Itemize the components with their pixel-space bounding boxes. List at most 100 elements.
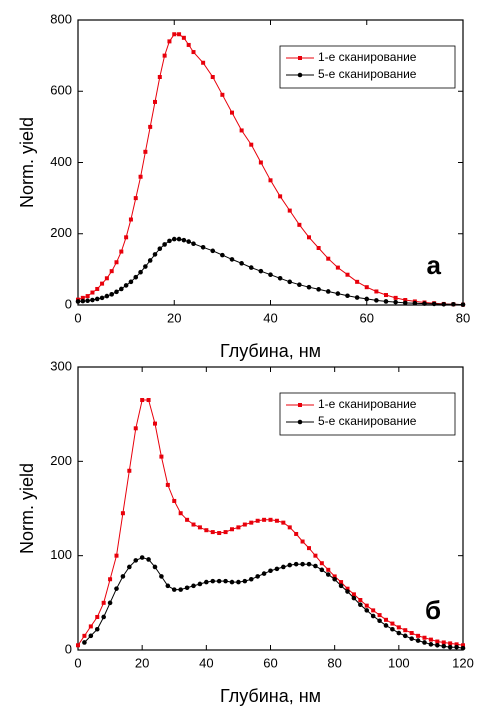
point — [364, 285, 369, 290]
point — [104, 276, 109, 281]
point — [152, 252, 158, 257]
point — [409, 631, 414, 636]
point — [313, 553, 318, 558]
point — [358, 598, 363, 603]
point — [165, 583, 171, 589]
point — [268, 568, 273, 574]
point — [119, 249, 124, 254]
point — [249, 520, 254, 525]
point — [338, 583, 344, 589]
point — [258, 160, 263, 165]
point — [393, 299, 398, 305]
point — [447, 644, 453, 650]
series-line — [77, 399, 464, 646]
point — [364, 296, 370, 302]
point — [431, 301, 437, 307]
point — [197, 525, 202, 530]
point — [223, 530, 228, 535]
x-tick-label: 40 — [199, 655, 213, 670]
point — [147, 258, 153, 263]
point — [287, 279, 293, 285]
point — [325, 289, 331, 294]
point — [217, 531, 222, 536]
point — [339, 580, 344, 585]
point — [109, 269, 114, 274]
point — [313, 563, 318, 569]
point — [127, 468, 132, 473]
x-tick-label: 0 — [74, 310, 81, 325]
point — [335, 291, 341, 296]
point — [345, 293, 350, 299]
point — [181, 237, 187, 243]
legend-box — [279, 45, 456, 89]
point — [220, 252, 225, 258]
point — [390, 626, 395, 632]
point — [146, 557, 151, 562]
point — [181, 35, 186, 40]
point — [152, 564, 158, 570]
x-tick-label: 80 — [456, 310, 470, 325]
point — [236, 525, 241, 530]
point — [428, 642, 434, 647]
point — [374, 289, 379, 294]
point — [172, 32, 177, 37]
point — [319, 567, 325, 573]
point — [210, 578, 216, 584]
point — [230, 527, 234, 532]
point — [157, 246, 163, 252]
point — [159, 574, 164, 579]
point — [335, 265, 340, 270]
legend-box — [279, 392, 456, 436]
point — [248, 265, 254, 270]
point — [114, 586, 119, 591]
point — [371, 608, 376, 613]
point — [204, 579, 209, 585]
point — [416, 633, 421, 638]
point — [274, 518, 279, 523]
point — [268, 272, 273, 278]
point — [332, 576, 337, 582]
point — [100, 281, 105, 286]
point — [191, 241, 196, 247]
point — [454, 644, 459, 650]
point — [138, 174, 143, 179]
point — [281, 564, 286, 570]
x-axis-label: Глубина, нм — [220, 686, 321, 706]
point — [268, 517, 273, 522]
point — [162, 242, 167, 247]
point — [300, 539, 305, 544]
point — [165, 482, 170, 487]
point — [230, 110, 234, 115]
point — [287, 525, 292, 530]
x-tick-label: 100 — [388, 655, 410, 670]
legend-label: 5-е сканирование — [318, 414, 417, 428]
point — [396, 625, 401, 630]
point — [90, 290, 95, 295]
point — [88, 633, 94, 639]
point — [94, 296, 100, 302]
x-tick-label: 120 — [452, 655, 474, 670]
point — [220, 92, 225, 97]
y-tick-label: 800 — [50, 11, 72, 26]
point — [186, 42, 191, 47]
point — [441, 640, 446, 645]
point — [316, 246, 321, 250]
point — [80, 295, 85, 300]
series-line — [77, 238, 464, 306]
point — [101, 614, 106, 620]
point — [461, 643, 465, 648]
point — [210, 75, 215, 79]
point — [422, 635, 427, 640]
point — [332, 574, 337, 579]
point — [422, 640, 427, 645]
point — [351, 592, 356, 597]
point — [143, 149, 148, 154]
point — [123, 283, 129, 288]
point — [377, 618, 382, 624]
point — [460, 645, 466, 651]
point — [99, 295, 105, 301]
x-tick-label: 80 — [327, 655, 341, 670]
point — [377, 613, 382, 618]
legend-label: 1-е сканирование — [318, 50, 417, 64]
point — [274, 566, 280, 572]
